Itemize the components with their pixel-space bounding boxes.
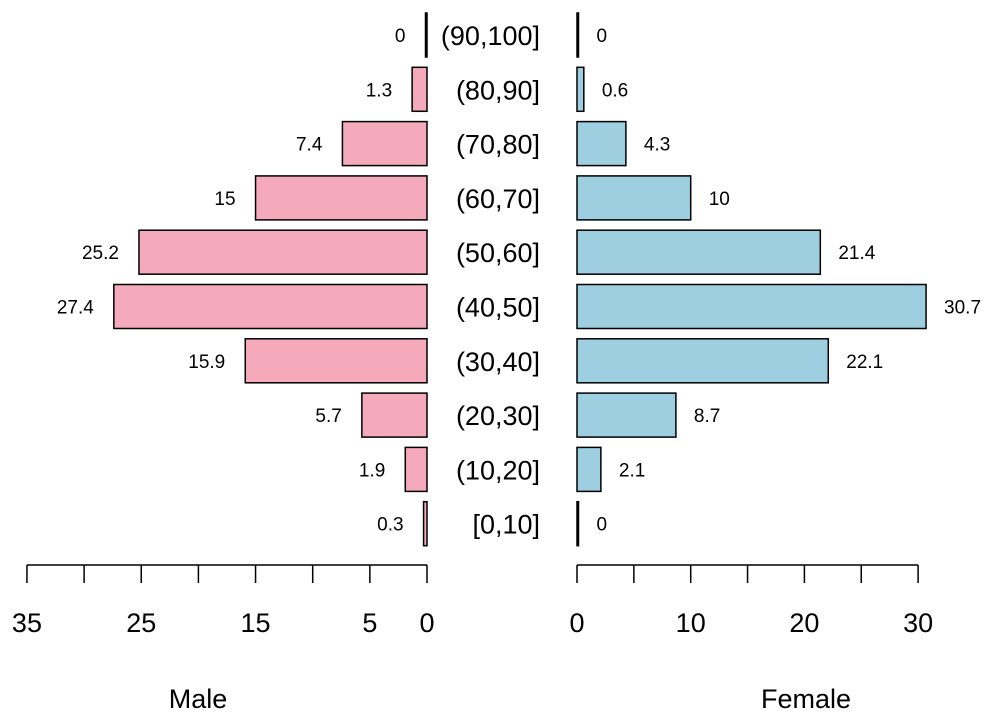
male-bar	[244, 338, 428, 384]
male-bar	[113, 283, 428, 330]
female-value-label: 2.1	[619, 460, 645, 481]
category-labels: [0,10] (10,20] (20,30] (30,40] (40,50] (50,60…	[441, 21, 540, 540]
female-value-label: 22.1	[846, 352, 883, 373]
male-tick-label: 0	[419, 608, 434, 638]
female-axis: 0 10 20 30	[569, 564, 933, 638]
female-value-label: 10	[709, 189, 730, 210]
female-bar	[576, 120, 627, 167]
male-value-label: 1.9	[359, 460, 385, 481]
female-value-label: 4.3	[644, 135, 670, 156]
female-bar	[576, 66, 585, 113]
male-bar	[138, 229, 428, 275]
male-bar	[254, 175, 428, 221]
category-label: (60,70]	[456, 184, 540, 214]
category-label: (40,50]	[456, 293, 540, 323]
female-axis-title: Female	[761, 684, 851, 714]
male-value-label: 15.9	[188, 352, 225, 373]
male-value-label: 0.3	[377, 515, 403, 536]
male-tick-label: 15	[241, 608, 271, 638]
category-label: (90,100]	[441, 21, 540, 51]
male-value-label: 0	[395, 26, 406, 47]
male-bar	[404, 446, 428, 493]
male-tick-label: 35	[12, 608, 42, 638]
male-value-label: 27.4	[57, 298, 94, 319]
female-bar	[576, 283, 927, 330]
female-bar	[576, 392, 677, 438]
male-bar	[424, 12, 428, 58]
male-value-label: 7.4	[296, 135, 323, 156]
male-value-label: 5.7	[315, 406, 341, 427]
female-value-label: 0	[597, 26, 608, 47]
female-value-label: 8.7	[694, 406, 720, 427]
category-label: [0,10]	[472, 510, 540, 540]
male-value-label: 25.2	[82, 243, 119, 264]
category-label: (70,80]	[456, 130, 540, 160]
male-bar	[411, 66, 428, 113]
female-bar	[576, 446, 602, 493]
female-tick-label: 30	[903, 608, 933, 638]
female-bar	[576, 175, 692, 221]
male-axis-title: Male	[169, 684, 228, 714]
female-value-label: 0	[597, 515, 608, 536]
female-bar	[576, 338, 830, 384]
female-bars: 0 2.1 8.7 22.1 30.7 21.4 10 4.3 0.6 0	[576, 12, 981, 547]
category-label: (20,30]	[456, 401, 540, 431]
category-label: (50,60]	[456, 238, 540, 268]
female-value-label: 21.4	[838, 243, 875, 264]
male-tick-label: 5	[362, 608, 377, 638]
female-tick-label: 20	[789, 608, 819, 638]
category-label: (30,40]	[456, 347, 540, 377]
female-bar	[576, 12, 580, 58]
male-bar	[422, 500, 428, 547]
male-bar	[361, 392, 428, 438]
female-tick-label: 0	[569, 608, 584, 638]
female-value-label: 0.6	[602, 80, 628, 101]
category-label: (10,20]	[456, 455, 540, 485]
female-bar	[576, 500, 580, 547]
female-tick-label: 10	[676, 608, 706, 638]
category-label: (80,90]	[456, 75, 540, 105]
male-bars: 0.3 1.9 5.7 15.9 27.4 25.2 15 7.4 1.3 0	[57, 12, 428, 547]
male-value-label: 1.3	[366, 80, 392, 101]
male-value-label: 15	[214, 189, 235, 210]
female-bar	[576, 229, 822, 275]
male-axis: 0 5 15 25 35	[12, 564, 435, 638]
male-bar	[341, 120, 428, 167]
male-tick-label: 25	[126, 608, 156, 638]
female-value-label: 30.7	[944, 298, 981, 319]
